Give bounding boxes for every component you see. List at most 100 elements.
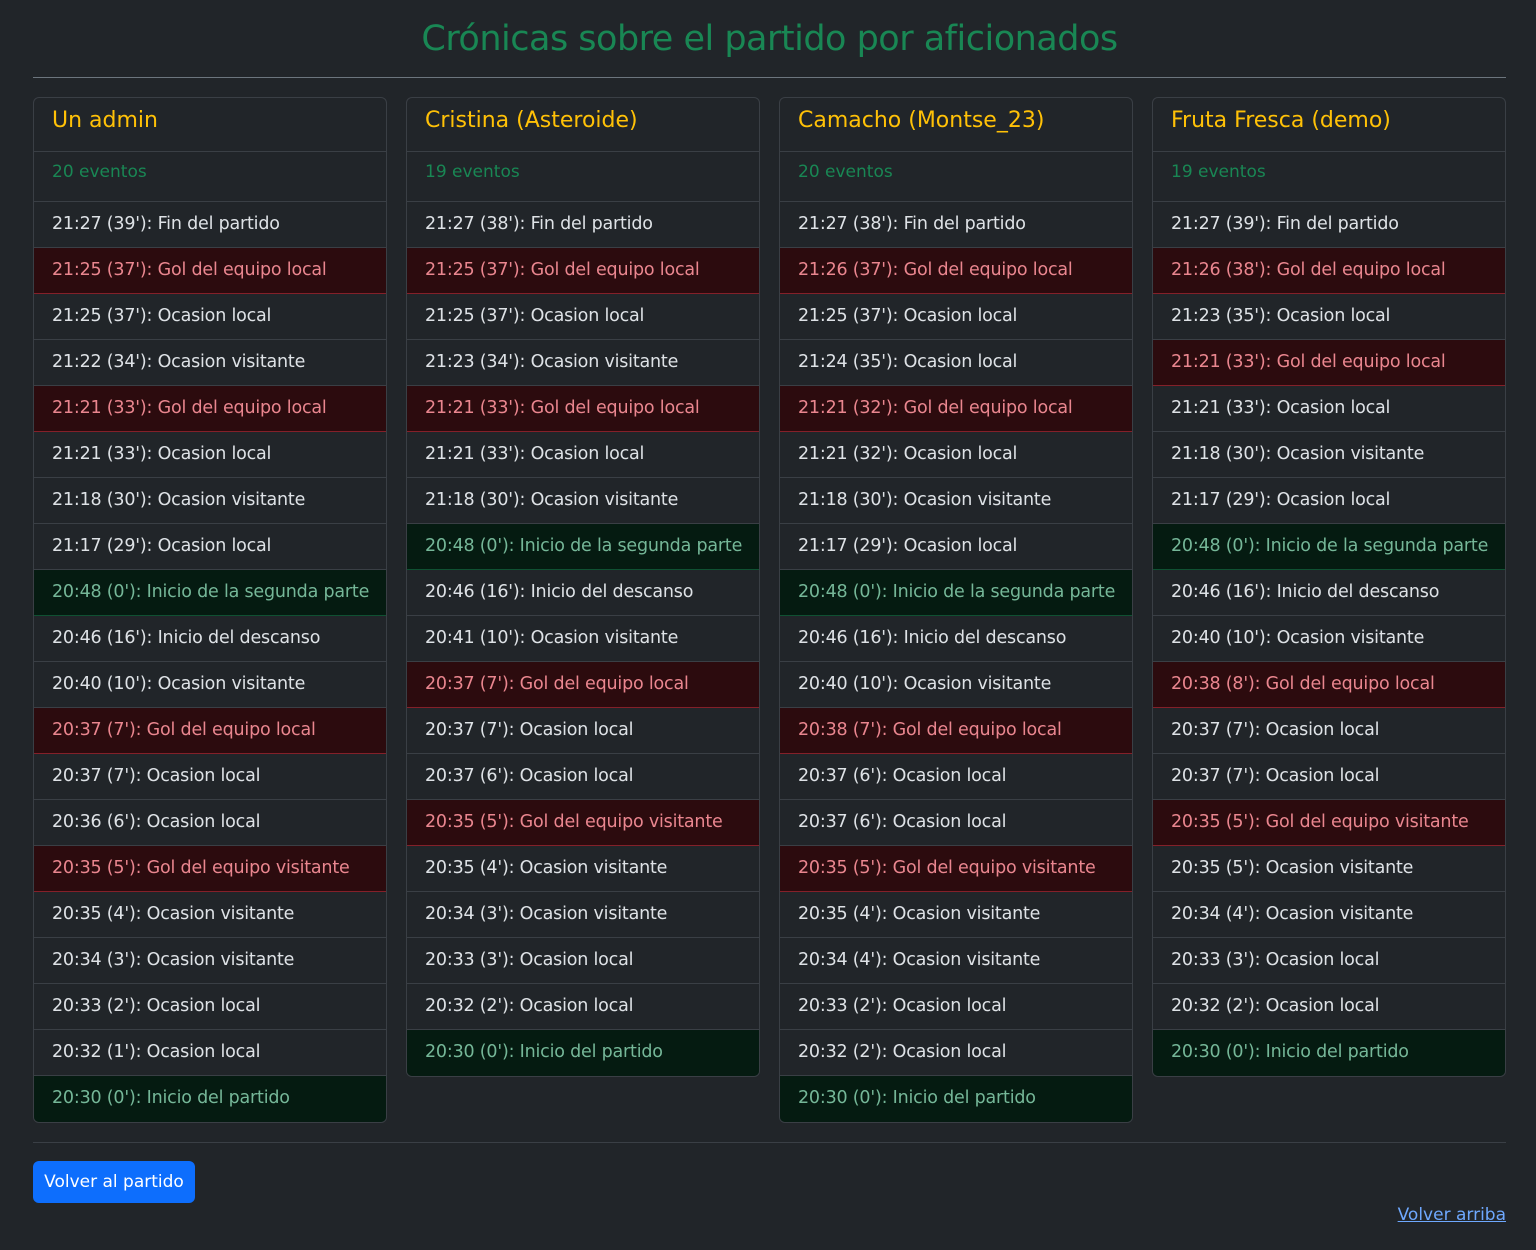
footer-divider — [33, 1142, 1506, 1143]
event-count: 19 eventos — [1153, 152, 1505, 202]
event-item: 21:24 (35'): Ocasion local — [780, 340, 1132, 386]
chronicle-author: Cristina (Asteroide) — [407, 98, 759, 152]
event-item: 20:35 (4'): Ocasion visitante — [780, 892, 1132, 938]
event-item: 21:27 (39'): Fin del partido — [1153, 202, 1505, 248]
event-item-goal: 21:26 (37'): Gol del equipo local — [780, 248, 1132, 294]
event-item-goal: 21:25 (37'): Gol del equipo local — [407, 248, 759, 294]
event-item: 20:40 (10'): Ocasion visitante — [1153, 616, 1505, 662]
event-item-milestone: 20:30 (0'): Inicio del partido — [780, 1076, 1132, 1122]
event-item: 20:37 (7'): Ocasion local — [34, 754, 386, 800]
event-item: 21:18 (30'): Ocasion visitante — [407, 478, 759, 524]
event-item: 20:36 (6'): Ocasion local — [34, 800, 386, 846]
event-item: 21:25 (37'): Ocasion local — [780, 294, 1132, 340]
event-item: 20:32 (1'): Ocasion local — [34, 1030, 386, 1076]
event-item-goal: 21:26 (38'): Gol del equipo local — [1153, 248, 1505, 294]
event-item-milestone: 20:30 (0'): Inicio del partido — [407, 1030, 759, 1076]
event-item: 21:17 (29'): Ocasion local — [1153, 478, 1505, 524]
title-divider — [33, 77, 1506, 78]
event-item-milestone: 20:30 (0'): Inicio del partido — [1153, 1030, 1505, 1076]
event-item-goal: 20:35 (5'): Gol del equipo visitante — [34, 846, 386, 892]
event-item: 21:21 (33'): Ocasion local — [407, 432, 759, 478]
event-item-goal: 21:21 (33'): Gol del equipo local — [1153, 340, 1505, 386]
event-item: 21:21 (32'): Ocasion local — [780, 432, 1132, 478]
event-item: 21:23 (34'): Ocasion visitante — [407, 340, 759, 386]
chronicle-cards: Un admin 20 eventos 21:27 (39'): Fin del p… — [33, 97, 1506, 1123]
event-item: 20:46 (16'): Inicio del descanso — [407, 570, 759, 616]
event-item: 20:37 (6'): Ocasion local — [780, 754, 1132, 800]
event-item-milestone: 20:48 (0'): Inicio de la segunda parte — [1153, 524, 1505, 570]
event-list: 21:27 (38'): Fin del partido 21:25 (37'):… — [407, 202, 759, 1076]
event-item: 20:37 (6'): Ocasion local — [407, 754, 759, 800]
event-item-goal: 20:37 (7'): Gol del equipo local — [407, 662, 759, 708]
event-item: 20:32 (2'): Ocasion local — [1153, 984, 1505, 1030]
chronicle-card: Cristina (Asteroide) 19 eventos 21:27 (38'… — [406, 97, 760, 1077]
event-item: 20:35 (4'): Ocasion visitante — [407, 846, 759, 892]
event-item: 20:40 (10'): Ocasion visitante — [34, 662, 386, 708]
event-item: 20:33 (2'): Ocasion local — [34, 984, 386, 1030]
event-item: 21:25 (37'): Ocasion local — [407, 294, 759, 340]
page-container: Crónicas sobre el partido por aficionado… — [33, 0, 1506, 1225]
chronicle-card: Un admin 20 eventos 21:27 (39'): Fin del p… — [33, 97, 387, 1123]
event-item: 20:46 (16'): Inicio del descanso — [780, 616, 1132, 662]
event-item: 20:34 (3'): Ocasion visitante — [34, 938, 386, 984]
event-item: 21:17 (29'): Ocasion local — [780, 524, 1132, 570]
event-item-goal: 20:38 (7'): Gol del equipo local — [780, 708, 1132, 754]
event-item: 21:25 (37'): Ocasion local — [34, 294, 386, 340]
event-item: 20:32 (2'): Ocasion local — [407, 984, 759, 1030]
event-item: 20:46 (16'): Inicio del descanso — [1153, 570, 1505, 616]
event-item: 20:37 (7'): Ocasion local — [1153, 708, 1505, 754]
event-item-goal: 20:35 (5'): Gol del equipo visitante — [780, 846, 1132, 892]
event-item: 20:40 (10'): Ocasion visitante — [780, 662, 1132, 708]
event-item-goal: 20:38 (8'): Gol del equipo local — [1153, 662, 1505, 708]
event-count: 20 eventos — [780, 152, 1132, 202]
back-to-top-link[interactable]: Volver arriba — [1397, 1205, 1506, 1225]
event-item: 20:33 (2'): Ocasion local — [780, 984, 1132, 1030]
event-item: 20:33 (3'): Ocasion local — [1153, 938, 1505, 984]
event-list: 21:27 (39'): Fin del partido 21:26 (38'):… — [1153, 202, 1505, 1076]
event-count: 20 eventos — [34, 152, 386, 202]
page-title: Crónicas sobre el partido por aficionado… — [421, 19, 1118, 59]
event-item: 20:35 (4'): Ocasion visitante — [34, 892, 386, 938]
event-item: 21:17 (29'): Ocasion local — [34, 524, 386, 570]
event-item: 20:37 (6'): Ocasion local — [780, 800, 1132, 846]
event-count: 19 eventos — [407, 152, 759, 202]
event-list: 21:27 (39'): Fin del partido 21:25 (37'):… — [34, 202, 386, 1122]
event-item: 21:27 (38'): Fin del partido — [780, 202, 1132, 248]
event-item: 20:34 (4'): Ocasion visitante — [1153, 892, 1505, 938]
event-item-milestone: 20:48 (0'): Inicio de la segunda parte — [407, 524, 759, 570]
event-item-milestone: 20:30 (0'): Inicio del partido — [34, 1076, 386, 1122]
event-item: 21:21 (33'): Ocasion local — [34, 432, 386, 478]
chronicle-author: Camacho (Montse_23) — [780, 98, 1132, 152]
event-item-goal: 21:21 (33'): Gol del equipo local — [407, 386, 759, 432]
event-item-milestone: 20:48 (0'): Inicio de la segunda parte — [34, 570, 386, 616]
event-item-goal: 20:37 (7'): Gol del equipo local — [34, 708, 386, 754]
event-item-goal: 21:25 (37'): Gol del equipo local — [34, 248, 386, 294]
event-item: 20:46 (16'): Inicio del descanso — [34, 616, 386, 662]
event-item-goal: 20:35 (5'): Gol del equipo visitante — [1153, 800, 1505, 846]
event-item: 20:35 (5'): Ocasion visitante — [1153, 846, 1505, 892]
event-item: 20:33 (3'): Ocasion local — [407, 938, 759, 984]
event-item-goal: 21:21 (33'): Gol del equipo local — [34, 386, 386, 432]
chronicle-author: Un admin — [34, 98, 386, 152]
event-item: 20:41 (10'): Ocasion visitante — [407, 616, 759, 662]
event-list: 21:27 (38'): Fin del partido 21:26 (37'):… — [780, 202, 1132, 1122]
chronicle-author: Fruta Fresca (demo) — [1153, 98, 1505, 152]
event-item-milestone: 20:48 (0'): Inicio de la segunda parte — [780, 570, 1132, 616]
event-item: 21:27 (38'): Fin del partido — [407, 202, 759, 248]
event-item-goal: 20:35 (5'): Gol del equipo visitante — [407, 800, 759, 846]
event-item: 20:34 (3'): Ocasion visitante — [407, 892, 759, 938]
event-item: 20:37 (7'): Ocasion local — [407, 708, 759, 754]
event-item: 21:27 (39'): Fin del partido — [34, 202, 386, 248]
event-item: 20:32 (2'): Ocasion local — [780, 1030, 1132, 1076]
event-item: 21:18 (30'): Ocasion visitante — [780, 478, 1132, 524]
event-item: 21:23 (35'): Ocasion local — [1153, 294, 1505, 340]
event-item: 21:22 (34'): Ocasion visitante — [34, 340, 386, 386]
event-item-goal: 21:21 (32'): Gol del equipo local — [780, 386, 1132, 432]
chronicle-card: Camacho (Montse_23) 20 eventos 21:27 (38')… — [779, 97, 1133, 1123]
event-item: 21:18 (30'): Ocasion visitante — [34, 478, 386, 524]
back-to-match-button[interactable]: Volver al partido — [33, 1161, 195, 1203]
event-item: 21:21 (33'): Ocasion local — [1153, 386, 1505, 432]
chronicle-card: Fruta Fresca (demo) 19 eventos 21:27 (39')… — [1152, 97, 1506, 1077]
event-item: 20:37 (7'): Ocasion local — [1153, 754, 1505, 800]
event-item: 20:34 (4'): Ocasion visitante — [780, 938, 1132, 984]
